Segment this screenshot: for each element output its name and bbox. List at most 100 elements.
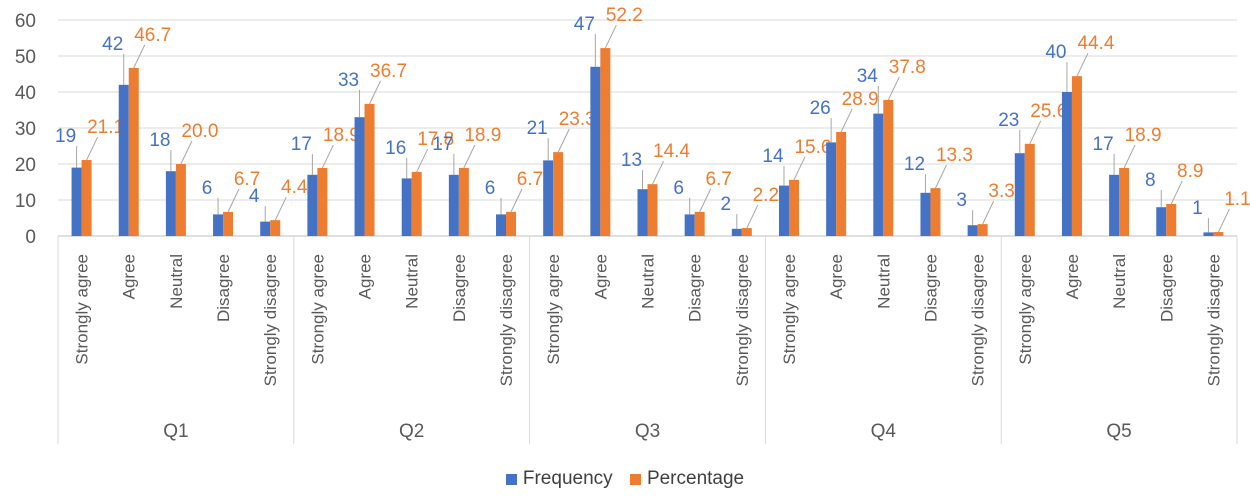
y-tick-label: 20	[15, 155, 36, 176]
category-label: Strongly agree	[308, 254, 327, 365]
bar-percentage	[364, 103, 375, 236]
data-label-percentage: 37.8	[889, 57, 926, 78]
bar-frequency	[967, 225, 978, 236]
bar-percentage	[1213, 232, 1224, 236]
bar-percentage	[223, 211, 234, 236]
leader-line	[133, 44, 146, 69]
legend-swatch-frequency	[505, 473, 517, 485]
category-label: Disagree	[686, 254, 705, 322]
data-label-frequency: 4	[249, 186, 260, 207]
leader-line	[227, 188, 240, 213]
bar-frequency	[873, 113, 884, 236]
leader-line	[321, 144, 334, 169]
leader-line	[1076, 52, 1089, 77]
data-label-frequency: 17	[432, 134, 453, 155]
bar-frequency	[684, 214, 695, 236]
bar-percentage	[1119, 167, 1130, 236]
data-label-frequency: 34	[857, 66, 879, 87]
leader-line	[416, 148, 429, 173]
leader-line	[557, 128, 570, 153]
bar-frequency	[1203, 232, 1214, 236]
legend-label-frequency: Frequency	[522, 468, 613, 489]
data-label-frequency: 13	[621, 150, 642, 171]
category-label: Disagree	[1157, 254, 1176, 322]
bar-percentage	[647, 184, 658, 236]
data-label-frequency: 2	[721, 194, 732, 215]
category-label: Strongly agree	[73, 254, 92, 365]
leader-line	[1123, 144, 1136, 169]
leader-line	[463, 144, 476, 169]
data-label-frequency: 23	[998, 110, 1019, 131]
category-label: Agree	[827, 254, 846, 299]
data-label-frequency: 33	[338, 70, 359, 91]
bar-percentage	[553, 152, 564, 236]
bar-frequency	[1061, 92, 1072, 236]
data-label-percentage: 1.1	[1224, 189, 1250, 210]
legend-item-percentage: Percentage	[629, 468, 744, 490]
data-label-frequency: 40	[1045, 42, 1066, 63]
category-label: Strongly disagree	[1204, 254, 1223, 386]
category-label: Strongly agree	[1016, 254, 1035, 365]
category-label: Agree	[356, 254, 375, 299]
bar-percentage	[81, 160, 92, 236]
bar-percentage	[458, 167, 469, 236]
bar-frequency	[354, 117, 365, 236]
category-label: Agree	[1063, 254, 1082, 299]
data-label-frequency: 3	[956, 190, 967, 211]
category-label: Strongly agree	[780, 254, 799, 365]
data-label-frequency: 21	[527, 118, 548, 139]
bar-percentage	[694, 211, 705, 236]
data-label-percentage: 14.4	[653, 141, 690, 162]
data-label-frequency: 6	[202, 178, 213, 199]
bar-frequency	[448, 174, 459, 236]
bar-percentage	[1071, 76, 1082, 236]
bar-frequency	[71, 167, 82, 236]
bar-frequency	[637, 189, 648, 236]
legend-swatch-percentage	[629, 473, 641, 485]
bar-frequency	[1014, 153, 1025, 236]
bar-frequency	[118, 84, 129, 236]
bar-frequency	[920, 192, 931, 236]
data-label-frequency: 6	[673, 178, 684, 199]
bar-frequency	[543, 160, 554, 236]
group-label: Q2	[399, 421, 424, 442]
bar-percentage	[1166, 203, 1177, 236]
data-label-percentage: 52.2	[606, 5, 643, 26]
data-label-percentage: 15.6	[794, 137, 831, 158]
bar-frequency	[731, 228, 742, 236]
data-label-frequency: 42	[102, 34, 123, 55]
leader-line	[274, 196, 287, 221]
bar-frequency	[260, 221, 271, 236]
bar-frequency	[307, 174, 318, 236]
bar-percentage	[175, 164, 186, 236]
data-label-frequency: 17	[1093, 134, 1114, 155]
group-label: Q4	[871, 421, 897, 442]
y-tick-label: 30	[15, 119, 36, 140]
data-label-percentage: 13.3	[936, 145, 973, 166]
legend-item-frequency: Frequency	[505, 468, 613, 490]
bar-percentage	[1024, 143, 1035, 236]
bar-frequency	[165, 171, 176, 236]
category-label: Strongly disagree	[497, 254, 516, 386]
bar-percentage	[270, 220, 281, 236]
data-label-percentage: 23.3	[559, 109, 596, 130]
data-label-frequency: 8	[1145, 170, 1156, 191]
category-label: Neutral	[639, 254, 658, 309]
leader-line	[840, 108, 853, 133]
y-tick-label: 50	[15, 47, 36, 68]
data-label-percentage: 6.7	[705, 169, 731, 190]
data-label-percentage: 2.2	[753, 185, 779, 206]
y-tick-label: 40	[15, 83, 36, 104]
data-label-frequency: 1	[1192, 198, 1203, 219]
bar-frequency	[590, 66, 601, 236]
bar-percentage	[930, 188, 941, 236]
data-label-percentage: 6.7	[517, 169, 543, 190]
data-label-percentage: 28.9	[842, 89, 879, 110]
leader-line	[1217, 208, 1230, 233]
leader-line	[1029, 120, 1042, 145]
data-label-percentage: 18.9	[1125, 125, 1162, 146]
bar-percentage	[883, 99, 894, 236]
leader-line	[180, 140, 193, 165]
